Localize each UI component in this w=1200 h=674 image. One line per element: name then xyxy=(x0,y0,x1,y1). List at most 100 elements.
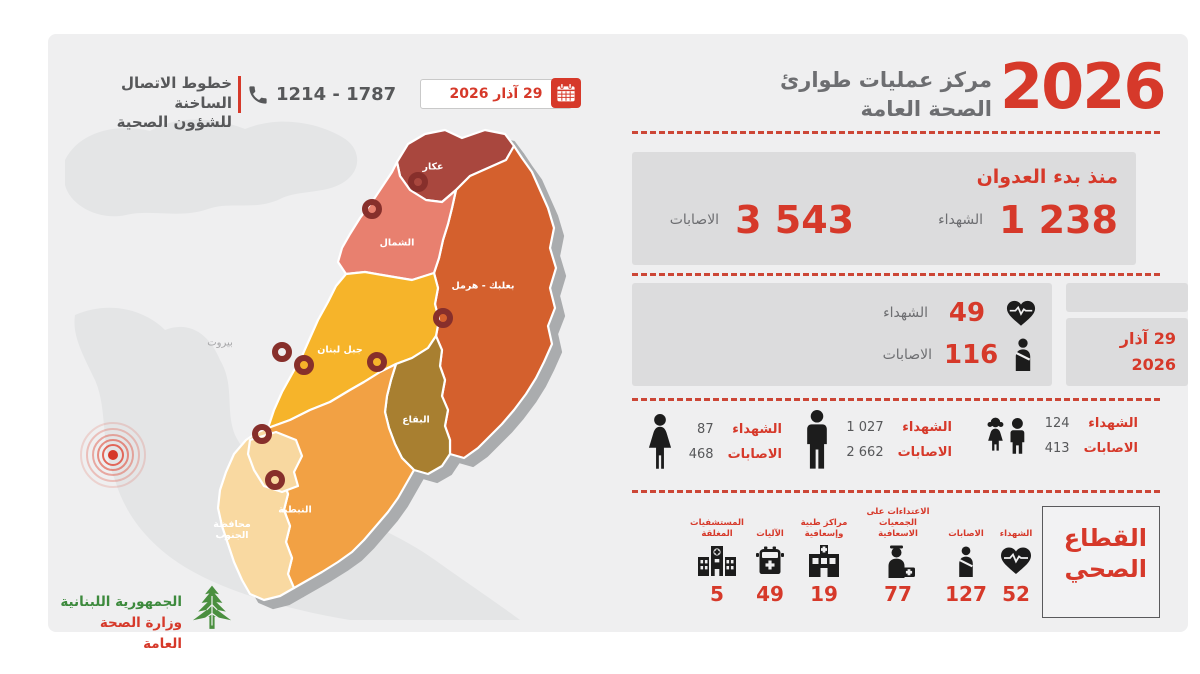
heart-pulse-icon xyxy=(1000,542,1032,580)
women-martyrs-value: 87 xyxy=(697,421,714,437)
daily-date-line2: 2026 xyxy=(1131,354,1176,374)
map-label-north: الشمال xyxy=(379,237,415,249)
separator-line xyxy=(632,273,1160,276)
daily-date-line1: 29 آذار xyxy=(1119,329,1176,348)
calendar-icon xyxy=(551,78,581,108)
hs-item-martyrs: الشهداء 52 xyxy=(994,508,1038,606)
hotline-numbers: 1214 - 1787 xyxy=(276,84,397,105)
hotline-title-line2: للشؤون الصحية xyxy=(116,113,232,131)
hotline-title-line1: خطوط الاتصال الساخنة xyxy=(121,74,232,112)
man-icon xyxy=(807,410,828,469)
men-martyrs-label: الشهداء xyxy=(902,419,952,435)
side-empty-box xyxy=(1066,283,1188,312)
date-badge: 29 آذار 2026 xyxy=(420,79,572,109)
hs-item-injuries: الاصابات 127 xyxy=(943,508,989,606)
government-logo-text: الجمهورية اللبنانية وزارة الصحة العامة xyxy=(60,592,182,655)
hotline-divider xyxy=(238,76,241,113)
org-title: مركز عمليات طوارئ الصحة العامة xyxy=(760,66,992,125)
demographics-children: الشهداء الاصابات 124 413 xyxy=(980,414,1138,458)
men-injuries-value: 2 662 xyxy=(846,444,884,460)
health-sector-title-line2: الصحي xyxy=(1064,555,1147,584)
hs-item-value: 5 xyxy=(710,582,724,606)
strike-markers xyxy=(252,172,453,490)
hs-item-label: مراكز طبية وإسعافية xyxy=(800,517,848,539)
map-label-south: محافظة الجنوب xyxy=(213,519,251,541)
map-label-mount-lebanon: جبل لبنان xyxy=(317,344,363,356)
men-injuries-label: الاصابات xyxy=(897,444,952,460)
ambulance-icon xyxy=(755,542,785,580)
since-injuries-label: الاصابات xyxy=(669,212,720,228)
org-title-line2: الصحة العامة xyxy=(860,97,992,122)
hs-item-medical-centers: مراكز طبية وإسعافية 19 xyxy=(795,508,853,606)
medical-center-icon xyxy=(807,542,841,580)
strike-marker xyxy=(252,424,272,444)
org-title-line1: مركز عمليات طوارئ xyxy=(780,68,992,92)
hs-item-label: الاعتداءات على الجمعيات الاسعافية xyxy=(866,506,930,539)
map-label-baalbek-hermel: بعلبك - هرمل xyxy=(451,280,515,292)
region-unlabeled xyxy=(246,430,304,494)
strike-marker xyxy=(294,355,314,375)
children-martyrs-value: 124 xyxy=(1044,415,1070,431)
woman-icon xyxy=(648,414,671,469)
strike-marker xyxy=(367,352,387,372)
map-label-akkar: عكار xyxy=(422,161,444,173)
separator-line xyxy=(632,398,1160,401)
women-martyrs-label: الشهداء xyxy=(732,421,782,437)
gov-line1: الجمهورية اللبنانية xyxy=(60,594,182,610)
heart-pulse-icon xyxy=(1006,300,1036,326)
women-injuries-value: 468 xyxy=(688,446,714,462)
hospital-icon xyxy=(696,542,738,580)
demographics-women: الشهداء الاصابات 87 468 xyxy=(636,414,782,470)
since-start-box: منذ بدء العدوان 1 238 الشهداء 3 543 الاص… xyxy=(632,152,1136,265)
injured-person-icon xyxy=(954,542,978,580)
daily-injuries-value: 116 xyxy=(944,339,999,370)
children-injuries-label: الاصابات xyxy=(1083,440,1138,456)
hs-item-label: الاصابات xyxy=(948,528,984,539)
women-injuries-label: الاصابات xyxy=(727,446,782,462)
strike-marker xyxy=(433,308,453,328)
hs-item-closed-hospitals: المستشفيات المغلقة 5 xyxy=(689,508,745,606)
since-martyrs-label: الشهداء xyxy=(938,212,983,228)
men-martyrs-value: 1 027 xyxy=(846,419,884,435)
hs-item-vehicles: الآليات 49 xyxy=(750,508,790,606)
demographics-men: الشهداء الاصابات 1 027 2 662 xyxy=(800,410,952,470)
lebanon-map: عكار الشمال بعلبك - هرمل جبل لبنان البقا… xyxy=(150,110,580,610)
cedar-logo-icon xyxy=(192,585,232,629)
daily-date-box: 29 آذار 2026 xyxy=(1066,318,1188,386)
daily-martyrs-label: الشهداء xyxy=(883,305,928,321)
since-martyrs-value: 1 238 xyxy=(999,198,1118,242)
children-icon xyxy=(987,417,1025,454)
health-sector-title: القطاع الصحي xyxy=(1042,506,1160,618)
since-start-title: منذ بدء العدوان xyxy=(976,166,1118,188)
health-sector-items: الشهداء 52 الاصابات 127 الاعتداءات على ا… xyxy=(686,506,1038,618)
hotline-title: خطوط الاتصال الساخنة للشؤون الصحية xyxy=(66,74,232,133)
hs-item-label: المستشفيات المغلقة xyxy=(690,517,744,539)
health-sector-title-line1: القطاع xyxy=(1063,524,1147,552)
year-title: 2026 xyxy=(1000,50,1167,123)
hs-item-value: 127 xyxy=(945,582,987,606)
hs-item-value: 49 xyxy=(756,582,784,606)
strike-marker xyxy=(362,199,382,219)
daily-injuries-label: الاصابات xyxy=(882,346,932,363)
map-label-bekaa: البقاع xyxy=(402,414,430,426)
gov-line2: وزارة الصحة العامة xyxy=(99,614,182,652)
world-map-silhouette xyxy=(65,119,520,620)
since-injuries-value: 3 543 xyxy=(735,198,855,242)
hs-item-value: 19 xyxy=(810,582,838,606)
separator-line xyxy=(632,490,1160,493)
map-label-beirut: بيروت xyxy=(207,337,233,349)
hs-item-value: 77 xyxy=(884,582,912,606)
injured-person-icon xyxy=(1015,338,1031,371)
phone-icon xyxy=(249,86,267,104)
hs-item-value: 52 xyxy=(1002,582,1030,606)
separator-line xyxy=(632,131,1160,134)
hs-item-attacks: الاعتداءات على الجمعيات الاسعافية 77 xyxy=(858,506,938,606)
strike-marker xyxy=(408,172,428,192)
map-label-nabatieh: النبطية xyxy=(278,504,312,516)
strike-marker xyxy=(265,470,285,490)
epicenter-icon xyxy=(80,422,146,488)
strike-marker xyxy=(272,342,292,362)
hs-item-label: الآليات xyxy=(756,528,784,539)
children-injuries-value: 413 xyxy=(1044,440,1070,456)
